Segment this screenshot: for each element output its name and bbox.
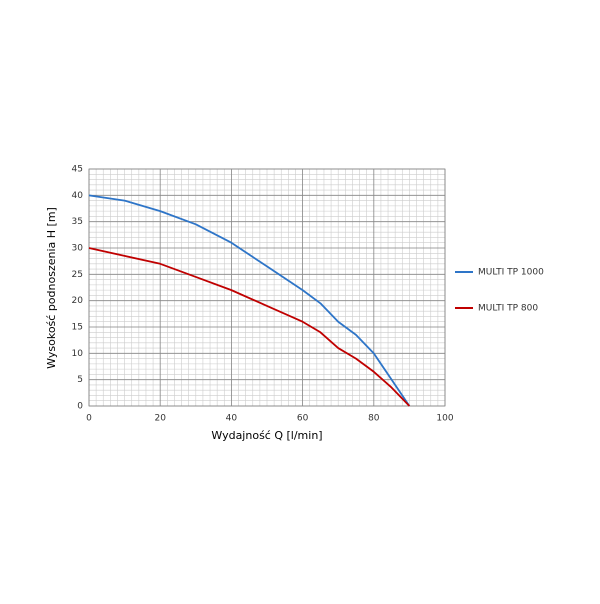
x-tick-label: 20 (154, 414, 166, 424)
x-tick-label: 60 (297, 414, 309, 424)
y-tick-label: 35 (72, 217, 83, 227)
series-line (88, 247, 411, 407)
x-axis-label: Wydajność Q [l/min] (211, 429, 322, 442)
x-tick-label: 100 (436, 414, 453, 424)
x-tick-label: 40 (226, 414, 238, 424)
x-tick-label: 80 (368, 414, 380, 424)
y-tick-label: 10 (72, 349, 84, 359)
y-tick-label: 25 (72, 270, 83, 280)
x-tick-label: 0 (86, 414, 92, 424)
y-tick-label: 30 (72, 244, 84, 254)
y-tick-label: 40 (72, 191, 84, 201)
plot-frame (88, 168, 446, 407)
y-tick-label: 15 (72, 323, 83, 333)
y-tick-label: 20 (72, 296, 84, 306)
legend-label: MULTI TP 1000 (478, 268, 544, 278)
y-tick-label: 5 (77, 375, 83, 385)
y-tick-label: 45 (72, 165, 83, 175)
y-axis-label: Wysokość podnoszenia H [m] (45, 207, 58, 369)
y-tick-label: 0 (77, 402, 83, 412)
series-line (88, 194, 411, 407)
legend-label: MULTI TP 800 (478, 304, 538, 314)
